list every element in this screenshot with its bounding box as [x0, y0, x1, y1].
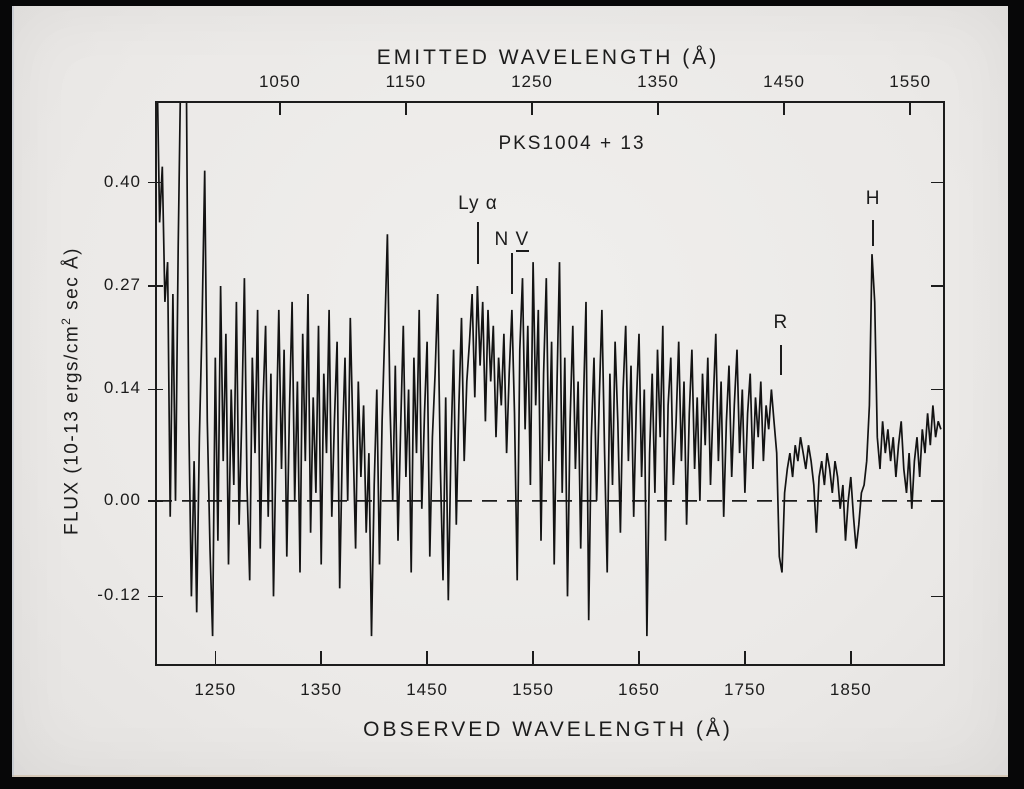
bottom-axis-tick-label: 1750 [723, 680, 766, 699]
y-axis-tick-label: 0.00 [103, 489, 141, 509]
bottom-axis-tick [744, 651, 746, 664]
bottom-axis-tick-label: 1850 [829, 680, 872, 699]
annotation-label-nv: N V [452, 229, 572, 253]
top-axis-tick-label: 1550 [889, 72, 932, 91]
annotation-label-lya: Ly α [418, 193, 538, 215]
annotation-text-nv: N [494, 229, 516, 251]
annotation-text-h: H [865, 188, 881, 210]
top-axis-tick-label: 1450 [763, 72, 805, 91]
y-axis-tick-right [931, 388, 943, 391]
object-title: PKS1004 + 13 [498, 133, 646, 154]
bottom-axis-title: OBSERVED WAVELENGTH (Å) [363, 718, 733, 741]
top-axis-title: EMITTED WAVELENGTH (Å) [376, 46, 720, 69]
top-axis-tick [279, 103, 281, 115]
y-axis-tick-right [931, 181, 943, 184]
y-axis-tick-left [148, 181, 163, 184]
annotation-tick-nv [511, 252, 513, 294]
y-axis-tick-left [148, 595, 163, 598]
annotation-label-h: H [813, 188, 933, 210]
top-axis-tick [405, 103, 407, 115]
y-axis-tick-right [931, 595, 943, 598]
y-axis-tick-right [931, 500, 943, 502]
bottom-axis-tick-label: 1250 [194, 680, 237, 699]
annotation-underlined-text-nv: V [515, 229, 530, 253]
annotation-text-r: R [773, 312, 789, 334]
y-axis-tick-label: 0.27 [103, 275, 141, 295]
annotation-label-r: R [721, 312, 841, 334]
top-axis-tick [531, 103, 533, 115]
bottom-axis-tick [532, 651, 534, 664]
bottom-axis-tick-label: 1350 [300, 680, 343, 699]
bottom-axis-tick [426, 651, 428, 664]
annotation-tick-lya [477, 222, 479, 264]
spectrum-plot: PKS1004 + 13 FLUX (10-13 ergs/cm2 sec Å)… [59, 72, 945, 699]
top-axis-tick-label: 1150 [385, 72, 427, 91]
top-axis-tick-label: 1350 [637, 72, 679, 91]
y-axis-tick-label: 0.40 [103, 171, 141, 191]
y-axis-tick-left [148, 285, 163, 287]
bottom-axis-tick [638, 651, 640, 664]
y-axis-tick-left [148, 388, 163, 391]
bottom-axis-tick [850, 651, 852, 664]
annotation-tick-r [780, 344, 782, 376]
top-axis-tick-label: 1050 [258, 72, 301, 91]
y-axis-tick-right [931, 285, 943, 287]
annotation-tick-h [872, 219, 874, 247]
y-axis-tick-left [148, 500, 163, 502]
bottom-axis-tick [214, 651, 216, 664]
y-axis-tick-label: 0.14 [103, 378, 141, 398]
bottom-axis-tick-label: 1650 [618, 680, 660, 699]
bottom-axis-tick [320, 651, 322, 664]
annotation-text-lya: Ly α [458, 192, 498, 214]
bottom-axis-tick-label: 1550 [512, 680, 554, 699]
y-axis-tick-label: -0.12 [97, 585, 141, 605]
top-axis-tick-label: 1250 [511, 72, 553, 91]
top-axis-tick [657, 103, 659, 115]
spectrum-canvas [157, 103, 943, 637]
figure-paper: EMITTED WAVELENGTH (Å) PKS1004 + 13 FLUX… [12, 6, 1008, 777]
y-axis-title-sup: 2 [59, 316, 73, 325]
top-axis-tick [783, 103, 785, 115]
top-axis-tick [909, 103, 911, 115]
bottom-axis-tick-label: 1450 [406, 680, 449, 699]
spectrum-polyline [157, 103, 942, 637]
